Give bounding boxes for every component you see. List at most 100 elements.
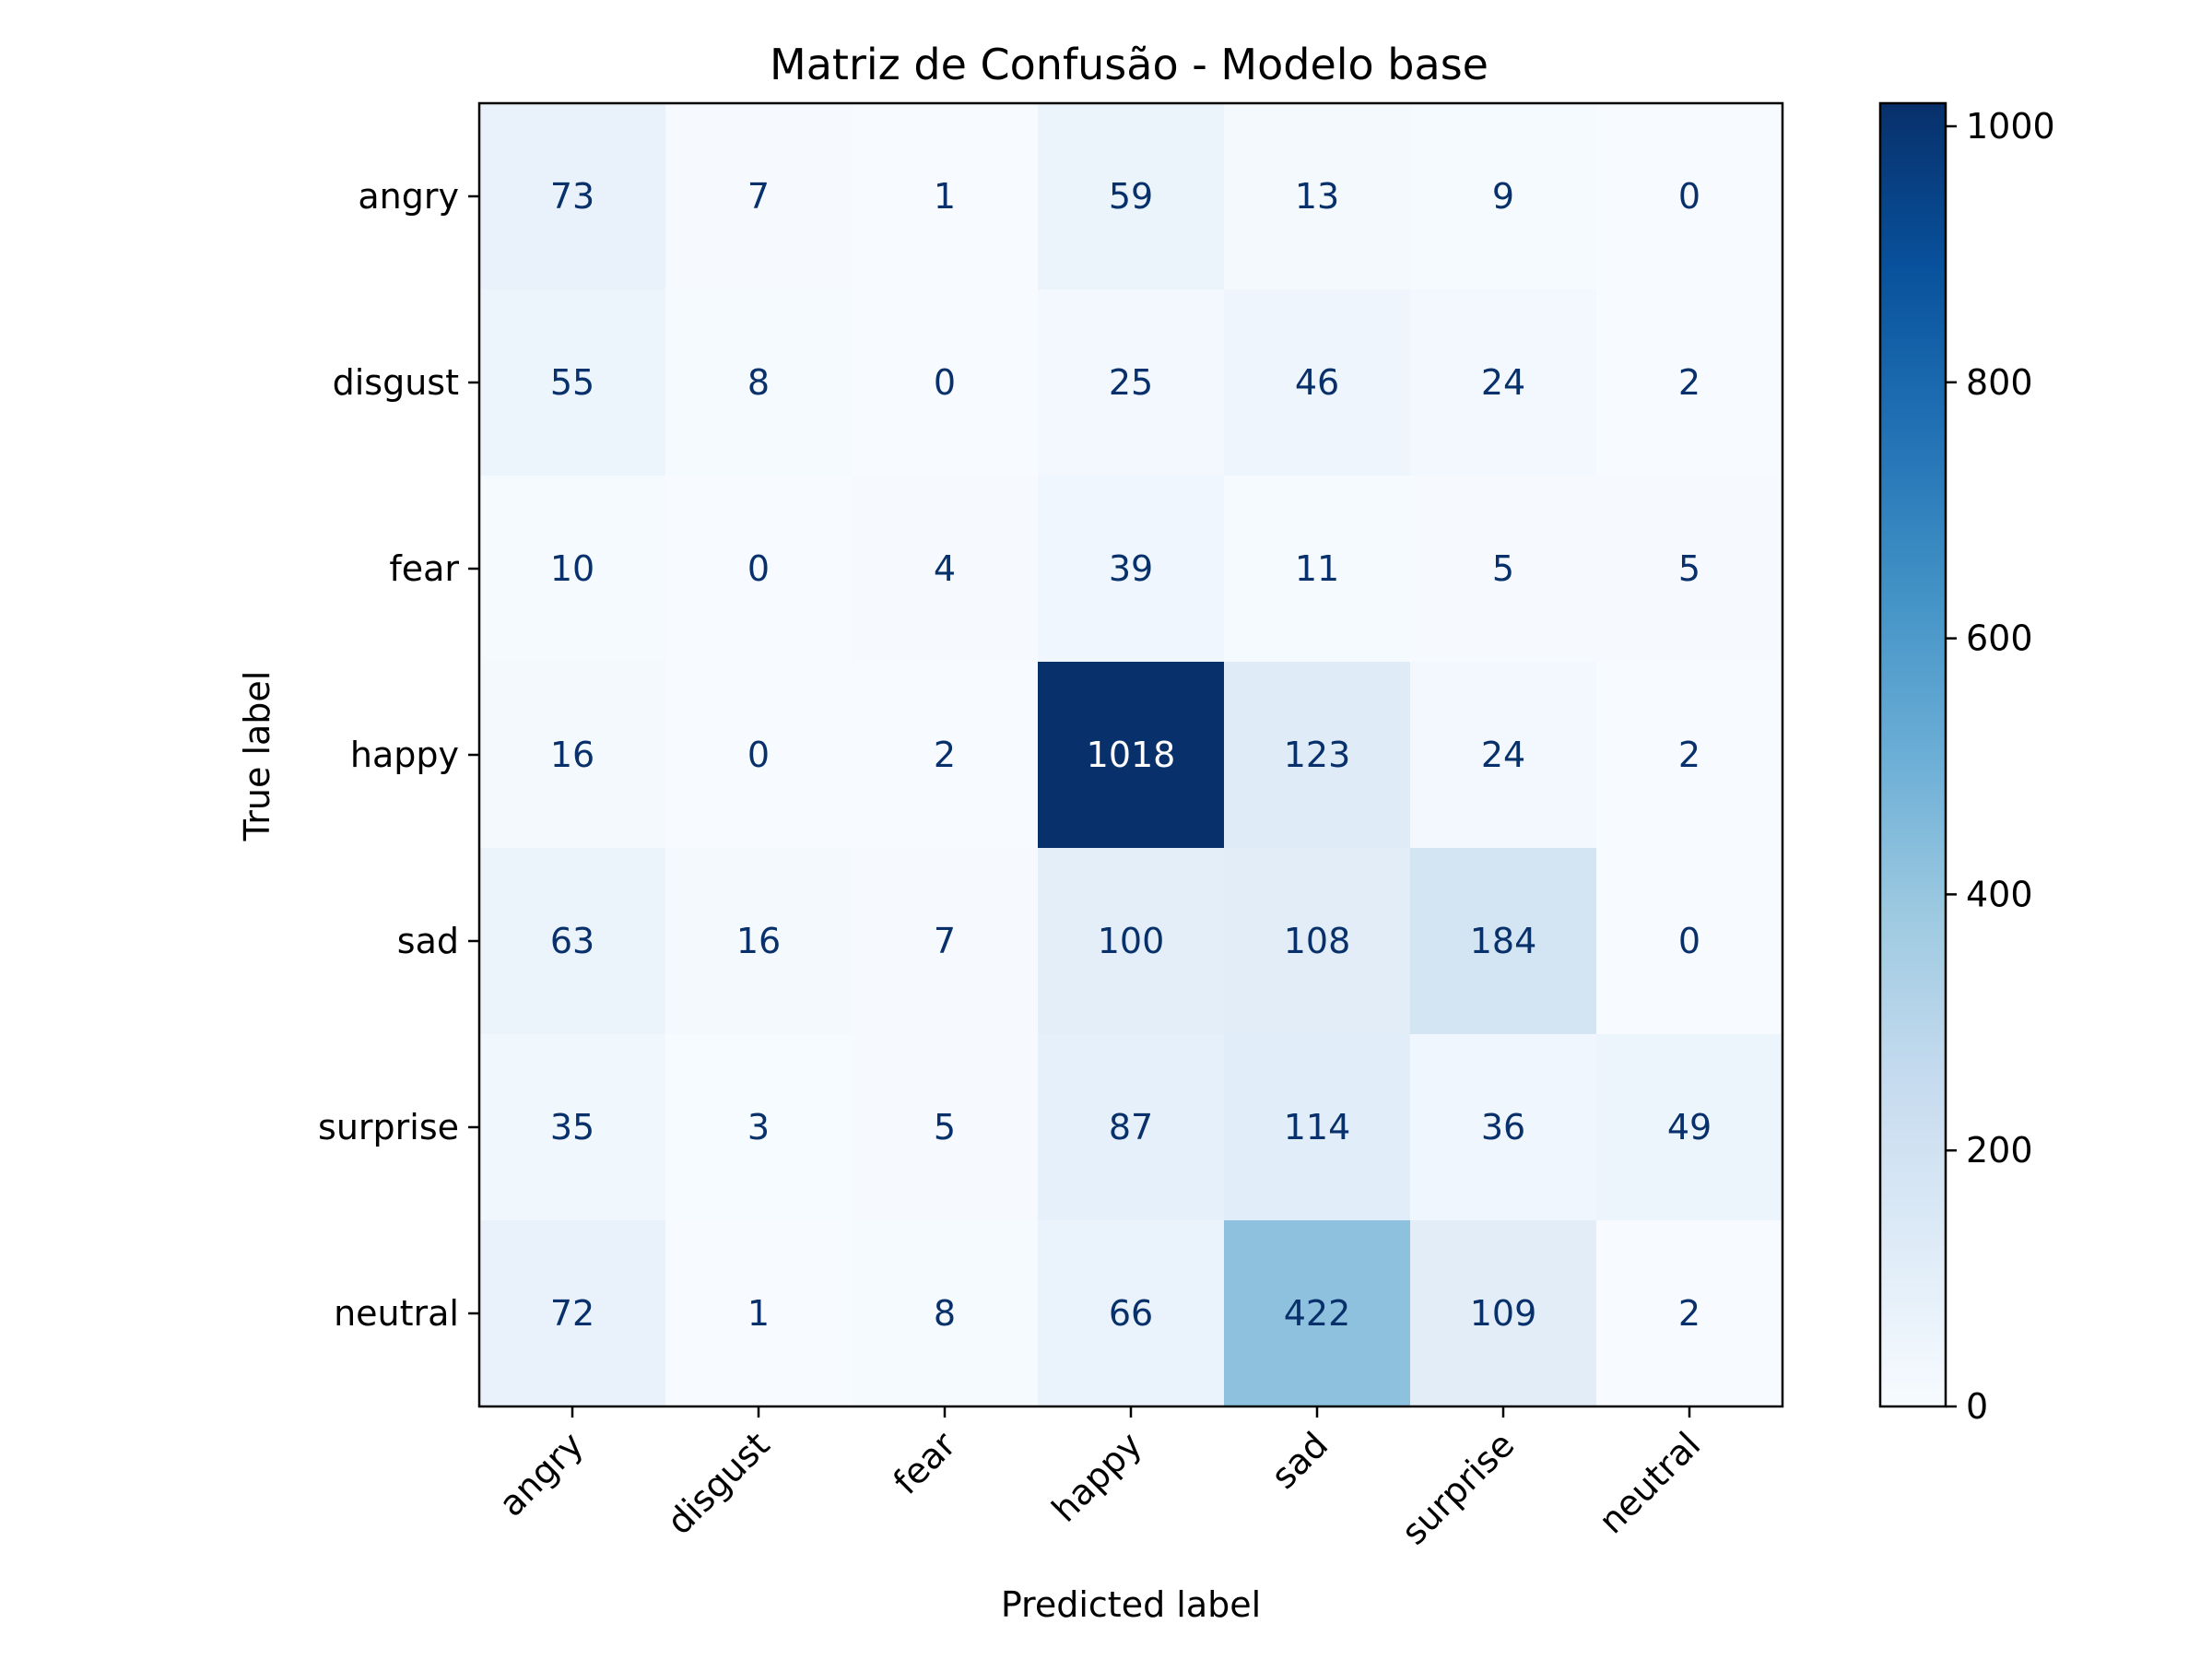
colorbar-tick-label: 200: [1966, 1130, 2033, 1171]
heatmap-cell: [1224, 103, 1411, 290]
cell-value-label: 9: [1492, 176, 1514, 217]
heatmap-cell: [1596, 103, 1783, 290]
cell-value-label: 1: [747, 1293, 770, 1334]
cell-value-label: 2: [1678, 735, 1700, 775]
y-tick-label: disgust: [333, 362, 459, 403]
cell-value-label: 72: [550, 1293, 594, 1334]
heatmap-cell: [1038, 1220, 1225, 1407]
x-tick-label: sad: [1264, 1424, 1336, 1497]
heatmap-cell: [1596, 289, 1783, 477]
heatmap-cell: [852, 662, 1039, 849]
heatmap-cell: [1038, 848, 1225, 1035]
cell-value-label: 16: [736, 921, 781, 961]
heatmap-cell: [479, 1220, 666, 1407]
cell-value-label: 39: [1109, 548, 1153, 589]
cell-value-label: 0: [747, 548, 770, 589]
heatmap-cell: [1596, 1220, 1783, 1407]
colorbar-tick-label: 1000: [1966, 106, 2055, 147]
heatmap-cell: [1224, 1034, 1411, 1221]
heatmap-cell: [1038, 289, 1225, 477]
cell-value-label: 184: [1470, 921, 1537, 961]
heatmap-cell: [1410, 476, 1597, 663]
y-tick-label: fear: [389, 548, 459, 589]
cell-value-label: 8: [747, 362, 770, 403]
heatmap-cell: [479, 662, 666, 849]
cell-value-label: 0: [934, 362, 956, 403]
heatmap-cell: [479, 289, 666, 477]
cell-value-label: 2: [934, 735, 956, 775]
y-axis-label: True label: [237, 671, 277, 842]
cell-value-label: 10: [550, 548, 594, 589]
heatmap-cell: [852, 848, 1039, 1035]
heatmap-cell: [852, 289, 1039, 477]
cell-value-label: 8: [934, 1293, 956, 1334]
colorbar-tick-label: 600: [1966, 618, 2033, 659]
x-tick-label: neutral: [1591, 1424, 1708, 1541]
y-tick-label: happy: [350, 735, 459, 775]
heatmap-cell: [1038, 103, 1225, 290]
y-tick-label: sad: [397, 921, 459, 961]
colorbar-ticks: 0 200 400 600 800 1000: [1946, 106, 2055, 1427]
heatmap-cell: [1038, 476, 1225, 663]
heatmap-cell: [1596, 848, 1783, 1035]
heatmap-cell: [479, 848, 666, 1035]
colorbar-tick-label: 800: [1966, 362, 2033, 403]
colorbar-tick-label: 0: [1966, 1386, 1988, 1427]
cell-value-label: 35: [550, 1107, 594, 1147]
x-tick-label: surprise: [1394, 1424, 1522, 1552]
cell-value-label: 4: [934, 548, 956, 589]
heatmap-cell: [852, 1220, 1039, 1407]
x-tick-label: fear: [886, 1424, 964, 1502]
cell-value-label: 16: [550, 735, 594, 775]
heatmap-cell: [1224, 289, 1411, 477]
cell-value-label: 66: [1109, 1293, 1153, 1334]
heatmap-cell: [1038, 1034, 1225, 1221]
cell-value-label: 25: [1109, 362, 1153, 403]
x-tick-label: angry: [491, 1424, 592, 1524]
cell-value-label: 87: [1109, 1107, 1153, 1147]
cell-value-label: 46: [1295, 362, 1339, 403]
cell-value-label: 114: [1284, 1107, 1351, 1147]
x-tick-label: disgust: [659, 1424, 777, 1542]
cell-value-label: 108: [1284, 921, 1351, 961]
heatmap-cell: [665, 476, 853, 663]
heatmap-cells: [479, 103, 1783, 1407]
cell-value-label: 2: [1678, 362, 1700, 403]
heatmap-cell: [1596, 662, 1783, 849]
cell-value-label: 36: [1481, 1107, 1525, 1147]
cell-value-label: 5: [1492, 548, 1514, 589]
cell-value-label: 109: [1470, 1293, 1537, 1334]
heatmap-cell: [1410, 1220, 1597, 1407]
heatmap-cell: [665, 1034, 853, 1221]
cell-value-label: 11: [1295, 548, 1339, 589]
cell-value-label: 0: [747, 735, 770, 775]
heatmap-cell: [1224, 662, 1411, 849]
cell-value-label: 73: [550, 176, 594, 217]
colorbar: [1878, 101, 1947, 1408]
cell-value-label: 5: [1678, 548, 1700, 589]
heatmap-cell-labels: 73 7 1 59 13 9 055 8 0 25 46 24 210 0 4 39 11 5 516 0 2 1018 1…: [550, 176, 1712, 1334]
cell-value-label: 13: [1295, 176, 1339, 217]
cell-value-label: 59: [1109, 176, 1153, 217]
heatmap-cell: [1410, 848, 1597, 1035]
y-tick-label: surprise: [318, 1107, 459, 1147]
heatmap-cell: [479, 1034, 666, 1221]
y-tick-label: neutral: [334, 1293, 459, 1334]
cell-value-label: 3: [747, 1107, 770, 1147]
heatmap-cell: [1410, 662, 1597, 849]
x-axis-label: Predicted label: [1001, 1584, 1261, 1625]
heatmap-cell: [1596, 1034, 1783, 1221]
x-axis-ticks: angry disgust fear happy sad surprise neutral: [491, 1406, 1708, 1553]
cell-value-label: 2: [1678, 1293, 1700, 1334]
y-tick-label: angry: [358, 176, 459, 217]
cell-value-label: 24: [1481, 735, 1525, 775]
cell-value-label: 7: [747, 176, 770, 217]
cell-value-label: 55: [550, 362, 594, 403]
heatmap-cell: [1224, 848, 1411, 1035]
heatmap-cell: [479, 476, 666, 663]
cell-value-label: 0: [1678, 176, 1700, 217]
heatmap-cell: [1596, 476, 1783, 663]
cell-value-label: 123: [1284, 735, 1351, 775]
heatmap-cell: [1224, 476, 1411, 663]
cell-value-label: 0: [1678, 921, 1700, 961]
